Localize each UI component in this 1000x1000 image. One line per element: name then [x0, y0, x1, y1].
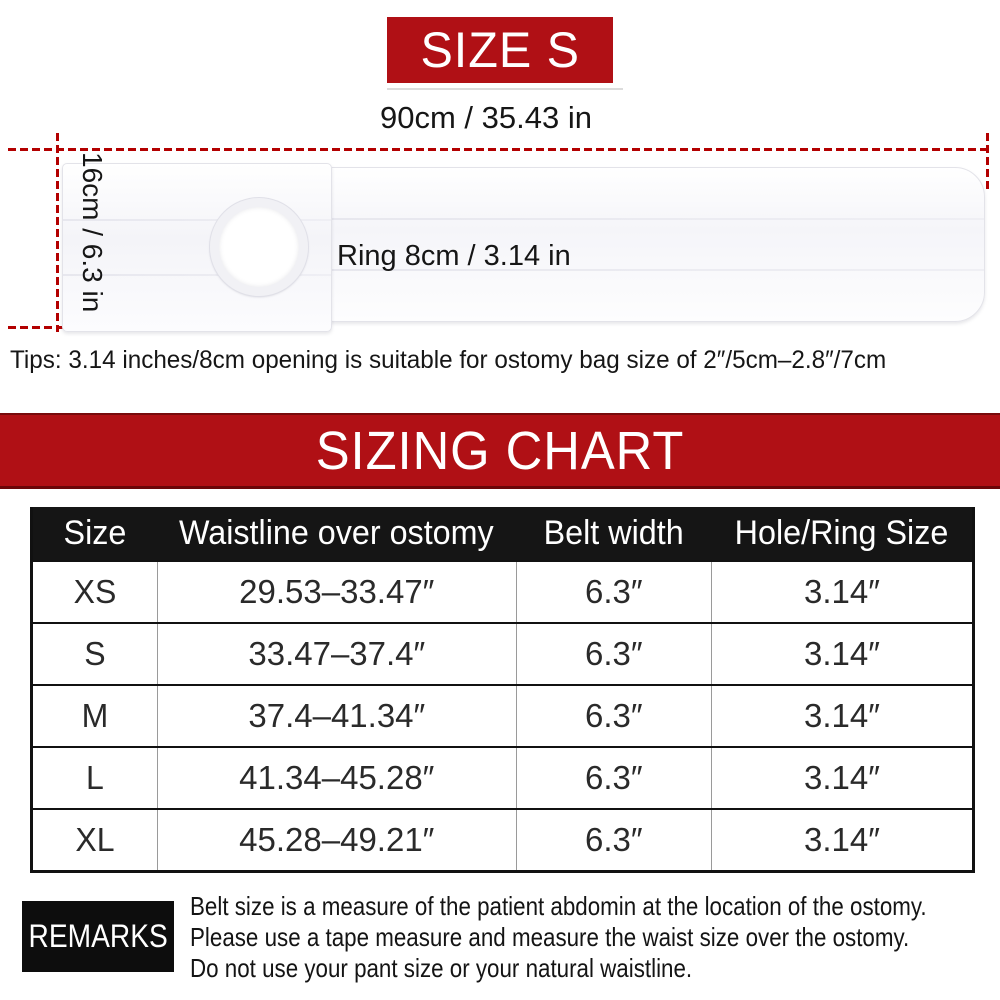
- table-row-m: M 37.4–41.34″ 6.3″ 3.14″: [33, 684, 972, 746]
- belt-width-cell: 6.3″: [515, 624, 711, 684]
- sizing-table: Size Waistline over ostomy Belt width Ho…: [30, 507, 975, 873]
- sizing-chart-banner: SIZING CHART: [0, 413, 1000, 489]
- column-header-waistline: Waistline over ostomy: [178, 514, 494, 552]
- size-cell: L: [86, 759, 104, 796]
- width-dimension-right-tick: [986, 133, 989, 190]
- banner-underline: [387, 88, 623, 90]
- size-banner: SIZE S: [387, 17, 613, 83]
- belt-seam: [326, 268, 984, 271]
- belt-seam: [326, 218, 984, 221]
- remarks-text: Belt size is a measure of the patient ab…: [190, 891, 927, 984]
- size-cell: XL: [75, 821, 115, 858]
- belt-width-cell: 6.3″: [515, 810, 711, 870]
- sizing-chart-title: SIZING CHART: [315, 420, 685, 481]
- size-banner-label: SIZE S: [420, 22, 580, 78]
- table-row-xl: XL 45.28–49.21″ 6.3″ 3.14″: [33, 808, 972, 870]
- waistline-cell: 33.47–37.4″: [156, 624, 516, 684]
- remarks-line-3: Do not use your pant size or your natura…: [190, 953, 693, 983]
- height-dimension-line: [56, 133, 59, 332]
- height-dimension-bottom-tick: [8, 326, 96, 329]
- hole-ring-cell: 3.14″: [710, 562, 972, 622]
- belt-width-cell: 6.3″: [515, 686, 711, 746]
- waistline-cell: 37.4–41.34″: [156, 686, 516, 746]
- remarks-line-2: Please use a tape measure and measure th…: [190, 922, 910, 952]
- ring-size-label: Ring 8cm / 3.14 in: [337, 240, 571, 272]
- height-dimension-label: 16cm / 6.3 in: [77, 152, 108, 313]
- ostomy-ring-hole: [219, 207, 299, 287]
- belt-seam: [63, 219, 331, 222]
- belt-seam: [63, 274, 331, 277]
- belt-width-cell: 6.3″: [515, 562, 711, 622]
- column-header-belt-width: Belt width: [543, 514, 684, 552]
- waistline-cell: 41.34–45.28″: [156, 748, 516, 808]
- hole-ring-cell: 3.14″: [710, 624, 972, 684]
- tips-text: Tips: 3.14 inches/8cm opening is suitabl…: [10, 346, 887, 374]
- remarks-label-box: REMARKS: [22, 901, 174, 972]
- sizing-table-header: Size Waistline over ostomy Belt width Ho…: [33, 507, 972, 560]
- table-row-l: L 41.34–45.28″ 6.3″ 3.14″: [33, 746, 972, 808]
- belt-strap-image: [325, 167, 985, 322]
- size-cell: XS: [73, 573, 117, 610]
- waistline-cell: 45.28–49.21″: [156, 810, 516, 870]
- hole-ring-cell: 3.14″: [710, 810, 972, 870]
- size-cell: S: [84, 635, 106, 672]
- width-dimension-line: [8, 148, 989, 151]
- waistline-cell: 29.53–33.47″: [156, 562, 516, 622]
- column-header-hole-ring: Hole/Ring Size: [734, 514, 949, 552]
- column-header-size: Size: [63, 514, 127, 552]
- table-row-xs: XS 29.53–33.47″ 6.3″ 3.14″: [33, 560, 972, 622]
- width-dimension-label: 90cm / 35.43 in: [380, 100, 592, 135]
- table-row-s: S 33.47–37.4″ 6.3″ 3.14″: [33, 622, 972, 684]
- belt-width-cell: 6.3″: [515, 748, 711, 808]
- remarks-line-1: Belt size is a measure of the patient ab…: [190, 891, 927, 921]
- hole-ring-cell: 3.14″: [710, 748, 972, 808]
- hole-ring-cell: 3.14″: [710, 686, 972, 746]
- remarks-label: REMARKS: [28, 918, 168, 954]
- size-cell: M: [81, 697, 109, 734]
